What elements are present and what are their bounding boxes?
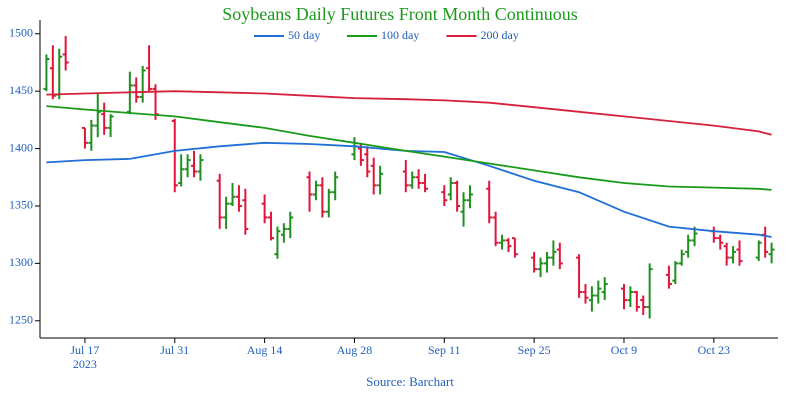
x-tick-label: Oct 23	[697, 343, 730, 357]
y-tick-label: 1450	[9, 83, 33, 97]
x-tick-label: Aug 14	[246, 343, 283, 357]
source-note: Source: Barchart	[366, 374, 454, 389]
ma-line	[46, 141, 772, 238]
legend-label: 100 day	[381, 28, 419, 42]
x-tick-label: Oct 9	[610, 343, 638, 357]
x-tick-label: Sep 11	[428, 343, 461, 357]
ma-line	[46, 105, 772, 191]
y-tick-label: 1400	[9, 140, 33, 154]
y-tick-label: 1500	[9, 26, 33, 40]
legend-label: 200 day	[481, 28, 519, 42]
y-tick-label: 1350	[9, 198, 33, 212]
x-tick-label: Aug 28	[336, 343, 373, 357]
x-tick-label: Sep 25	[517, 343, 551, 357]
x-tick-label: Jul 17 2023	[70, 343, 100, 371]
x-tick-label: Jul 31	[160, 343, 190, 357]
legend-label: 50 day	[288, 28, 320, 42]
y-tick-label: 1300	[9, 255, 33, 269]
ma-line	[46, 90, 772, 136]
chart-title: Soybeans Daily Futures Front Month Conti…	[222, 4, 578, 24]
y-tick-label: 1250	[9, 313, 33, 327]
